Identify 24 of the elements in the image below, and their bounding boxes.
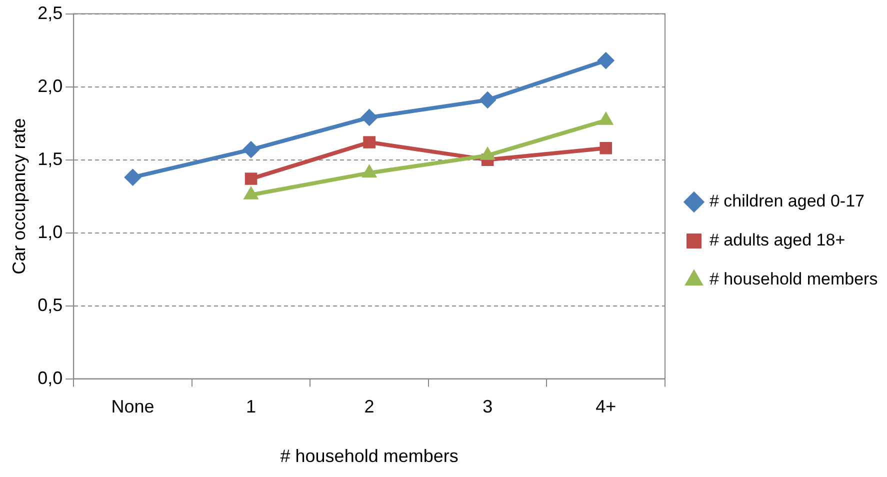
x-tick-label: 1 <box>246 396 256 417</box>
y-tick-label: 2,5 <box>38 2 63 23</box>
point <box>242 141 260 158</box>
point <box>124 168 142 186</box>
y-tick-label: 0,0 <box>38 368 63 388</box>
y-tick-label: 1,0 <box>38 222 63 242</box>
y-tick-label: 1,5 <box>38 148 63 169</box>
point <box>244 172 258 185</box>
point <box>479 91 496 108</box>
x-tick-label: None <box>111 396 154 417</box>
y-axis-title: Car occupancy rate <box>8 118 29 274</box>
legend-label: # household members <box>710 270 878 289</box>
point <box>360 108 378 126</box>
point <box>363 136 376 148</box>
x-tick-label: 4+ <box>596 396 616 417</box>
x-tick-label: 2 <box>364 396 374 417</box>
x-tick-label: 3 <box>482 396 493 417</box>
x-axis-title: # household members <box>280 446 458 466</box>
y-tick-label: 2,0 <box>38 76 63 96</box>
point <box>600 142 612 154</box>
legend-label: # adults aged 18+ <box>710 230 846 250</box>
legend-label: # children aged 0-17 <box>710 192 865 211</box>
y-tick-label: 0,5 <box>38 294 63 315</box>
point <box>597 52 614 70</box>
